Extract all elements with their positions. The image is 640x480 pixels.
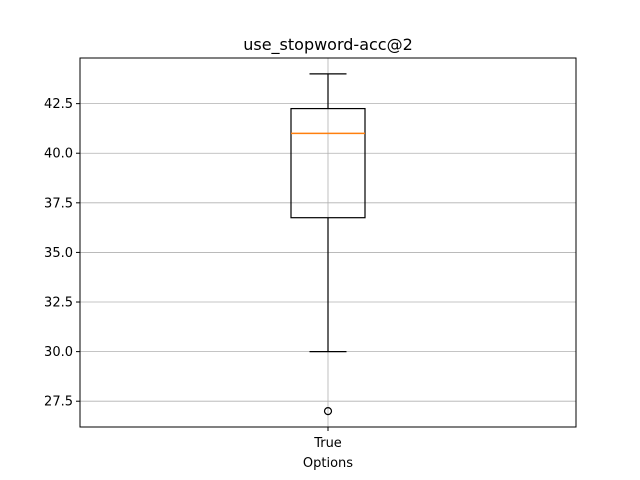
y-tick-label: 32.5 [44, 296, 73, 311]
box [290, 107, 366, 219]
y-tick-label: 35.0 [44, 246, 73, 261]
y-tick-label: 40.0 [44, 147, 73, 162]
x-tick-label: True [313, 436, 342, 451]
y-tick-label: 27.5 [44, 395, 73, 410]
y-tick-label: 37.5 [44, 196, 73, 211]
x-axis: True [313, 427, 342, 451]
y-axis: 27.5 30.0 32.5 35.0 37.5 40.0 42.5 [44, 97, 80, 410]
outlier-point [323, 407, 333, 416]
plot-area [290, 73, 366, 416]
chart-title: use_stopword-acc@2 [243, 35, 413, 55]
x-axis-label: Options [303, 456, 353, 471]
y-tick-label: 30.0 [44, 345, 73, 360]
y-tick-label: 42.5 [44, 97, 73, 112]
